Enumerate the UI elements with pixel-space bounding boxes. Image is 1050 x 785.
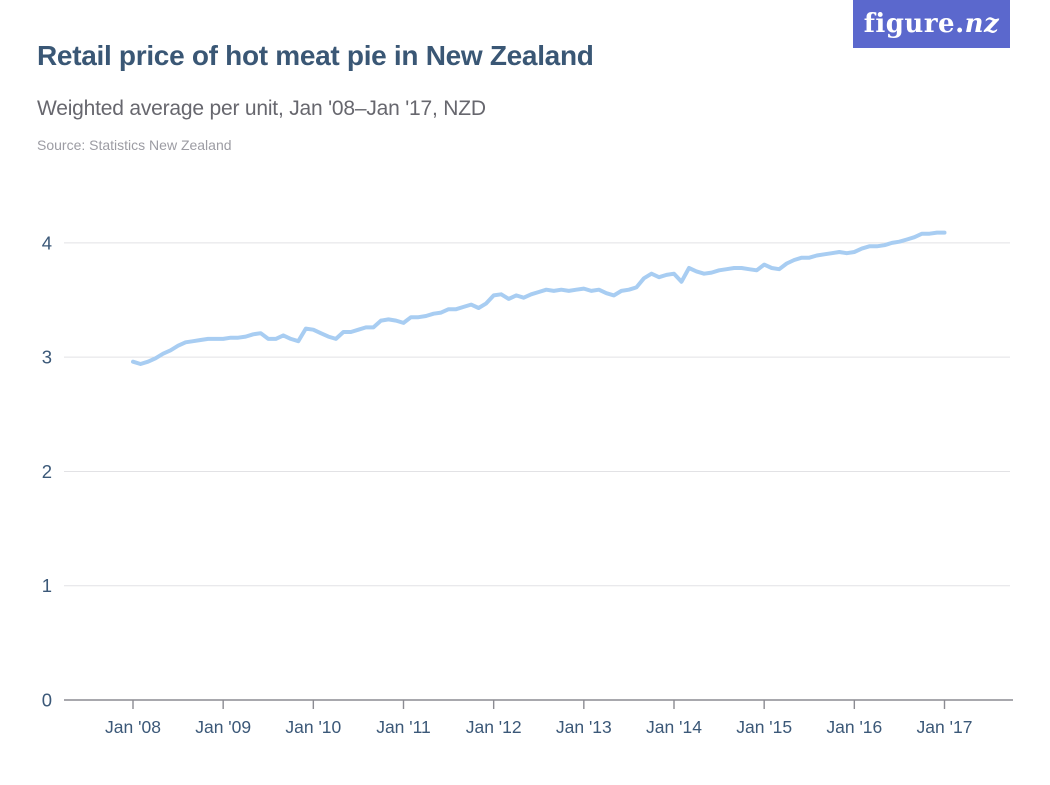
x-tick-label: Jan '10	[285, 717, 341, 737]
chart-source: Source: Statistics New Zealand	[37, 137, 232, 153]
x-tick-label: Jan '14	[646, 717, 702, 737]
gridlines	[64, 242, 1010, 587]
y-tick-label: 1	[42, 575, 52, 596]
x-tick-label: Jan '11	[376, 717, 431, 737]
y-tick-label: 2	[42, 461, 52, 482]
chart-title: Retail price of hot meat pie in New Zeal…	[37, 40, 594, 71]
x-tick-label: Jan '16	[826, 717, 882, 737]
y-tick-label: 0	[42, 690, 52, 711]
x-axis-labels: Jan '08 Jan '09 Jan '10 Jan '11 Jan '12 Jan '…	[105, 717, 972, 737]
x-tick-label: Jan '17	[917, 717, 973, 737]
x-tick-label: Jan '12	[466, 717, 522, 737]
x-tick-label: Jan '13	[556, 717, 612, 737]
x-tick-label: Jan '15	[736, 717, 792, 737]
y-axis-labels: 0 1 2 3 4	[42, 232, 52, 710]
x-tick-label: Jan '09	[195, 717, 251, 737]
logo-prefix: figure.	[863, 9, 965, 39]
price-line	[131, 230, 947, 366]
y-tick-label: 4	[42, 232, 52, 253]
chart-subtitle: Weighted average per unit, Jan '08–Jan '…	[37, 97, 486, 120]
x-axis	[64, 699, 1013, 709]
logo-suffix: nz	[964, 9, 1000, 39]
x-tick-label: Jan '08	[105, 717, 161, 737]
figurenz-logo-text: figure.nz	[864, 9, 1000, 39]
figurenz-logo[interactable]: figure.nz	[853, 0, 1010, 48]
y-tick-label: 3	[42, 347, 52, 368]
